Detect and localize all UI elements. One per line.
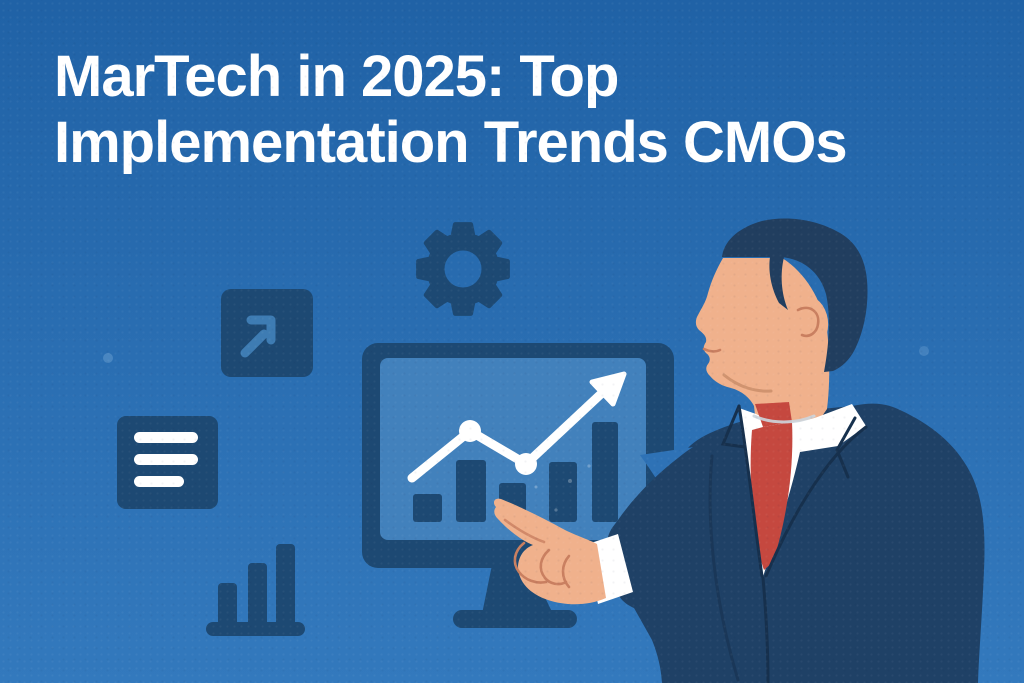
collar-shadow bbox=[752, 414, 816, 424]
mouth-line bbox=[702, 347, 722, 353]
growth-trend-arrow bbox=[407, 371, 627, 483]
monitor-base bbox=[453, 610, 577, 628]
bar-chart-icon bbox=[206, 544, 305, 636]
decor-dot-right bbox=[919, 346, 929, 356]
ear bbox=[789, 296, 829, 348]
head-and-neck bbox=[695, 258, 830, 429]
pointing-hand bbox=[493, 498, 606, 605]
suit-sleeve bbox=[607, 416, 770, 683]
decor-dot-left bbox=[103, 353, 113, 363]
banner-title-line2: Implementation Trends CMOs bbox=[54, 110, 848, 175]
monitor-growth-chart bbox=[362, 343, 674, 628]
businessman-pointing bbox=[493, 218, 985, 683]
gear-icon bbox=[416, 222, 510, 316]
banner-title-line1: MarTech in 2025: Top bbox=[54, 44, 619, 109]
sideburn bbox=[769, 257, 788, 310]
expand-arrow-icon bbox=[221, 289, 313, 377]
hair bbox=[722, 218, 868, 372]
hand-knuckle-lines bbox=[503, 518, 571, 589]
jaw-shadow-line bbox=[722, 373, 773, 393]
monitor-stand bbox=[482, 560, 553, 614]
sleeve-seam bbox=[708, 454, 740, 682]
banner-title: MarTech in 2025: Top Implementation Tren… bbox=[54, 44, 848, 176]
document-icon bbox=[117, 416, 218, 509]
screen-bars bbox=[413, 422, 618, 522]
monitor-screen bbox=[380, 358, 646, 540]
lapel-lines bbox=[720, 404, 868, 683]
